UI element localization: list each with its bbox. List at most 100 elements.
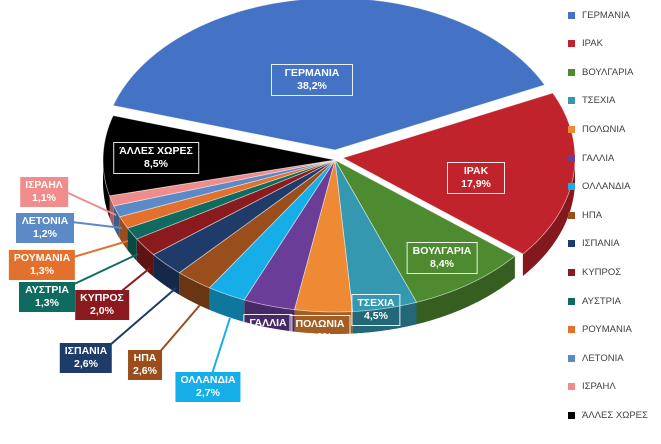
legend-swatch	[568, 354, 575, 362]
pie-slice	[243, 159, 336, 311]
data-label-name: ΚΥΠΡΟΣ	[80, 292, 124, 304]
data-label-name: ΛΕΤΟΝΙΑ	[21, 215, 69, 227]
data-label-name: ΆΛΛΕΣ ΧΩΡΕΣ	[119, 145, 193, 157]
pie-slice	[126, 159, 336, 240]
legend-item: ΛΕΤΟΝΙΑ	[568, 352, 624, 364]
data-label: ΗΠΑ 2,6%	[128, 350, 162, 380]
pie-slice-side	[209, 287, 245, 322]
pie-slice	[136, 159, 336, 256]
pie-slice	[102, 115, 336, 197]
pie-slice	[178, 159, 336, 289]
data-label: ΓΑΛΛΙΑ 3,6%	[243, 314, 293, 346]
legend-item: ΗΠΑ	[568, 209, 602, 221]
data-label: ΙΣΡΑΗΛ 1,1%	[20, 177, 68, 207]
legend-item: ΤΣΕΧΙΑ	[568, 95, 615, 107]
data-label: ΛΕΤΟΝΙΑ 1,2%	[16, 213, 74, 243]
legend-label: ΠΟΛΩΝΙΑ	[582, 123, 626, 135]
data-label-value: 4,5%	[364, 310, 388, 322]
legend-label: ΗΠΑ	[582, 209, 603, 221]
leader-line	[69, 240, 129, 259]
legend-swatch	[568, 211, 575, 219]
pie-slice	[293, 159, 354, 313]
data-label-value: 2,0%	[90, 305, 114, 317]
data-label: ΤΣΕΧΙΑ 4,5%	[351, 294, 401, 326]
pie-slice	[334, 159, 418, 312]
data-label-value: 8,5%	[144, 158, 168, 170]
leader-line	[69, 253, 139, 287]
legend-label: ΒΟΥΛΓΑΡΙΑ	[582, 66, 634, 78]
pie-slice-side	[103, 162, 110, 218]
pie-slice	[152, 159, 336, 274]
data-label-value: 2,6%	[133, 365, 157, 377]
pie-slice-side	[522, 159, 575, 276]
leader-line	[157, 304, 201, 355]
legend-label: ΓΑΛΛΙΑ	[582, 152, 615, 164]
data-label-name: ΙΣΡΑΗΛ	[25, 179, 63, 191]
data-label-value: 3,6%	[256, 330, 280, 342]
pie-slice-side	[179, 272, 210, 310]
pie-slice	[333, 158, 516, 303]
data-label: ΙΡΑΚ 17,9%	[447, 162, 505, 194]
legend-item: ΓΑΛΛΙΑ	[568, 152, 614, 164]
legend-label: ΙΣΠΑΝΙΑ	[582, 238, 620, 250]
legend-swatch	[568, 40, 575, 48]
data-label: ΆΛΛΕΣ ΧΩΡΕΣ 8,5%	[113, 142, 199, 174]
pie-slice	[112, 0, 546, 151]
legend-label: ΚΥΠΡΟΣ	[582, 266, 622, 278]
legend-swatch	[568, 268, 575, 276]
data-label-name: ΡΟΥΜΑΝΙΑ	[13, 252, 71, 264]
legend-item: ΆΛΛΕΣ ΧΩΡΕΣ	[568, 409, 648, 421]
legend-label: ΙΣΡΑΗΛ	[582, 381, 616, 393]
legend-swatch	[568, 183, 575, 191]
data-label-name: ΑΥΣΤΡΙΑ	[25, 284, 69, 296]
legend-item: ΙΣΠΑΝΙΑ	[568, 238, 620, 250]
data-label-value: 17,9%	[461, 178, 491, 190]
legend-item: ΠΟΛΩΝΙΑ	[568, 123, 625, 135]
data-label: ΒΟΥΛΓΑΡΙΑ 8,4%	[406, 242, 478, 274]
leader-line	[211, 317, 231, 375]
legend-swatch	[568, 411, 575, 419]
legend-label: ΙΡΑΚ	[582, 38, 603, 50]
data-label-value: 1,3%	[30, 265, 54, 277]
legend-item: ΟΛΛΑΝΔΙΑ	[568, 181, 630, 193]
legend-swatch	[568, 154, 575, 162]
legend-label: ΟΛΛΑΝΔΙΑ	[582, 181, 631, 193]
legend-item: ΓΕΡΜΑΝΙΑ	[568, 9, 630, 21]
data-label: ΟΛΛΑΝΔΙΑ 2,7%	[175, 372, 241, 402]
legend-swatch	[568, 297, 575, 305]
data-label-value: 8,4%	[430, 258, 454, 270]
leader-line	[109, 287, 177, 346]
pie-slice	[108, 159, 336, 207]
data-label: ΠΟΛΩΝΙΑ 4,0%	[289, 315, 351, 347]
legend-label: ΛΕΤΟΝΙΑ	[582, 352, 624, 364]
data-label-value: 1,3%	[35, 297, 59, 309]
legend-swatch	[568, 326, 575, 334]
legend-label: ΓΕΡΜΑΝΙΑ	[582, 9, 630, 21]
pie-slice-side	[136, 238, 154, 277]
data-label-name: ΠΟΛΩΝΙΑ	[295, 318, 345, 330]
data-label-name: ΓΑΛΛΙΑ	[249, 317, 287, 329]
data-label-name: ΙΣΠΑΝΙΑ	[64, 345, 108, 357]
data-label-value: 2,6%	[74, 358, 98, 370]
legend-item: ΑΥΣΤΡΙΑ	[568, 295, 621, 307]
legend-label: ΤΣΕΧΙΑ	[582, 95, 616, 107]
legend-swatch	[568, 383, 575, 391]
pie-slice	[341, 92, 576, 255]
data-label: ΓΕΡΜΑΝΙΑ 38,2%	[271, 64, 353, 96]
leader-line	[65, 191, 117, 216]
data-label-value: 4,0%	[308, 331, 332, 343]
legend-item: ΚΥΠΡΟΣ	[568, 266, 621, 278]
data-label: ΡΟΥΜΑΝΙΑ 1,3%	[8, 250, 76, 280]
data-label-value: 38,2%	[297, 80, 327, 92]
data-label-value: 1,2%	[33, 228, 57, 240]
data-label-value: 2,7%	[196, 387, 220, 399]
data-label-name: ΟΛΛΑΝΔΙΑ	[180, 374, 236, 386]
data-label-name: ΤΣΕΧΙΑ	[357, 297, 395, 309]
pie-slice	[119, 159, 336, 229]
leader-line	[71, 221, 123, 229]
data-label: ΚΥΠΡΟΣ 2,0%	[75, 290, 129, 320]
data-label-name: ΗΠΑ	[133, 352, 157, 364]
legend-item: ΙΡΑΚ	[568, 38, 603, 50]
pie-slice	[113, 159, 336, 218]
legend-swatch	[568, 240, 575, 248]
